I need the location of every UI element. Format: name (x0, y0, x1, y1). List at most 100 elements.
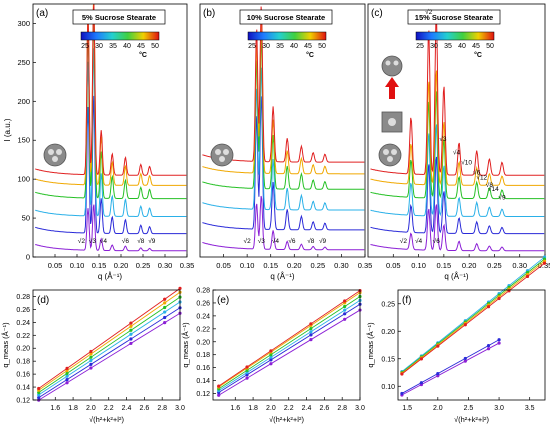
x-tick-label: 3.0 (494, 405, 504, 412)
data-point (486, 347, 491, 351)
data-point (269, 349, 273, 353)
colorbar-unit: °C (139, 51, 147, 59)
data-point (65, 377, 69, 382)
index-label: √9 (148, 237, 156, 245)
index-label: √2 (400, 237, 408, 245)
x-axis-label: q (Å⁻¹) (444, 272, 469, 281)
spectrum-series-3 (35, 48, 187, 217)
index-label: √8 (137, 237, 145, 245)
data-point (436, 374, 440, 378)
x-tick-label: 1.8 (248, 405, 258, 412)
data-point (463, 323, 467, 327)
data-point (419, 357, 423, 361)
data-point (245, 373, 249, 377)
index-label: √2 (78, 237, 86, 245)
x-axis-label: √(h²+k²+l²) (269, 415, 304, 424)
data-point (436, 344, 440, 348)
index-label: √4 (100, 237, 108, 245)
spectrum-series-1 (35, 204, 187, 252)
y-tick-label: 0.25 (381, 301, 395, 308)
cubic-phase-icon-hole (56, 149, 62, 155)
y-tick-label: 300 (17, 19, 30, 28)
panel-label: (f) (402, 295, 411, 306)
data-point (37, 386, 41, 391)
data-point (309, 330, 313, 334)
y-tick-label: 0 (26, 253, 30, 262)
fit-line-1 (218, 309, 361, 396)
cubic-phase-icon-hole (388, 118, 396, 126)
x-tick-label: 1.5 (402, 405, 412, 412)
colorbar-tick: 40 (123, 43, 131, 50)
x-tick-label: 2.4 (122, 405, 132, 412)
x-axis-label: q (Å⁻¹) (98, 272, 123, 281)
data-point (269, 362, 273, 366)
spectrum-series-6 (370, 14, 545, 176)
y-tick-label: 0.14 (16, 385, 30, 392)
data-point (163, 315, 167, 320)
data-point (486, 305, 491, 309)
spectrum-series-4 (35, 15, 187, 200)
y-tick-label: 0.28 (16, 294, 30, 301)
y-axis-label: q_meas (Å⁻¹) (366, 322, 375, 368)
data-point (269, 358, 273, 362)
x-tick-label: 0.35 (358, 261, 373, 270)
x-tick-label: 2.2 (284, 405, 294, 412)
data-point (486, 343, 491, 348)
data-point (497, 341, 501, 345)
spectrum-series-4 (370, 91, 545, 200)
index-label: √6 (288, 237, 296, 245)
legend-title: 5% Sucrose Stearate (82, 13, 156, 22)
y-tick-label: 200 (17, 97, 30, 106)
data-point (163, 297, 167, 301)
spectrum-series-1 (202, 195, 365, 251)
colorbar-tick: 50 (318, 43, 326, 50)
colorbar-tick: 25 (416, 43, 424, 50)
y-tick-label: 0.16 (196, 365, 210, 372)
data-point (269, 353, 273, 357)
colorbar (80, 31, 160, 41)
panel-label: (e) (217, 295, 229, 306)
spectrum-series-3 (202, 67, 365, 211)
cubic-phase-icon-hole (387, 156, 393, 162)
x-tick-label: 0.05 (216, 261, 231, 270)
plot-frame (32, 3, 188, 258)
index-label: √2 (244, 237, 252, 245)
x-axis-label: √(h²+k²+l²) (454, 415, 489, 424)
data-point (343, 317, 347, 321)
index-label: √3 (89, 237, 97, 245)
cubic-phase-icon-hole (383, 149, 389, 155)
colorbar-tick: 40 (290, 43, 298, 50)
index-label: √4 (272, 237, 280, 245)
y-tick-label: 0.26 (16, 307, 30, 314)
x-tick-label: 2.8 (157, 405, 167, 412)
cubic-phase-icon-hole (219, 156, 225, 162)
x-tick-label: 0.20 (287, 261, 302, 270)
spectrum-series-5 (35, 3, 187, 186)
y-tick-label: 50 (22, 214, 30, 223)
fit-line-2 (38, 307, 181, 398)
x-tick-label: 0.15 (263, 261, 278, 270)
index-label: √4 (415, 237, 423, 245)
x-tick-label: 1.6 (50, 405, 60, 412)
fit-line-5 (401, 260, 545, 374)
index-label: √10 (461, 159, 472, 167)
data-point (217, 393, 221, 397)
data-point (129, 337, 133, 341)
spectrum-series-6 (202, 6, 365, 163)
y-tick-label: 0.14 (196, 378, 210, 385)
x-tick-label: 2.0 (433, 405, 443, 412)
x-tick-label: 0.10 (411, 261, 426, 270)
spectrum-series-2 (370, 156, 545, 235)
index-label: √4 (453, 149, 461, 157)
colorbar-tick: 35 (444, 43, 452, 50)
data-point (343, 304, 347, 309)
cubic-phase-icon-hole (385, 60, 391, 66)
y-tick-label: 0.20 (196, 339, 210, 346)
cubic-phase-icon-hole (52, 156, 58, 162)
data-point (309, 326, 313, 331)
x-tick-label: 0.15 (437, 261, 452, 270)
data-point (542, 261, 547, 265)
legend-box (239, 9, 333, 25)
spectrum-series-4 (202, 37, 365, 190)
